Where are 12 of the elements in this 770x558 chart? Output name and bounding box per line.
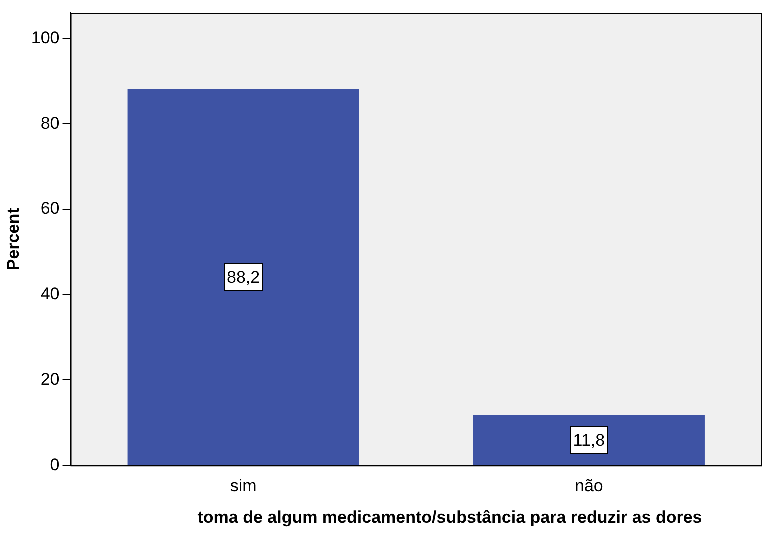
x-axis-title: toma de algum medicamento/substância para reduzir as dores [196,508,704,527]
data-label: 88,2 [227,268,260,287]
y-tick-label: 80 [40,114,60,133]
data-label: 11,8 [573,430,606,450]
y-tick-label: 40 [40,284,60,304]
x-tick-label: sim [230,476,257,496]
x-tick-label: não [575,476,604,496]
y-tick-label: 0 [50,455,60,474]
y-axis-title: Percent [4,208,23,271]
y-tick-label: 100 [31,28,60,48]
y-tick-label: 60 [40,199,60,218]
y-tick-label: 20 [40,370,60,389]
